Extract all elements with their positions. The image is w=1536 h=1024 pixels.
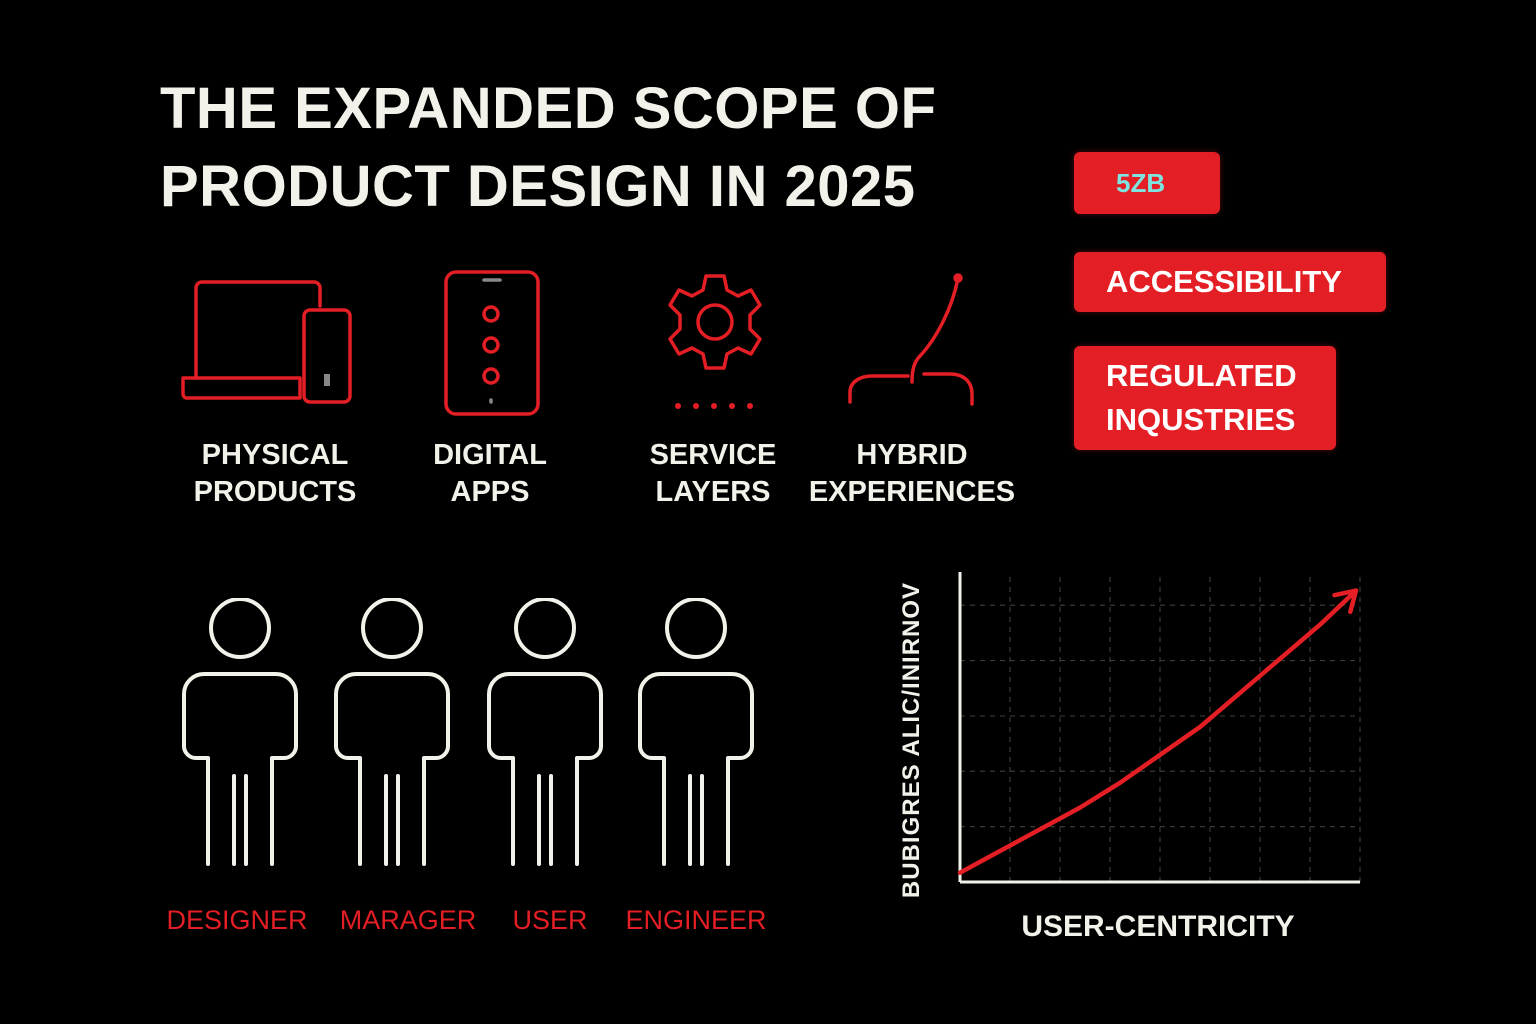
tag-regulated-line-1: REGULATED bbox=[1106, 358, 1297, 393]
person-icon bbox=[487, 598, 603, 866]
category-line-2: EXPERIENCES bbox=[808, 476, 1016, 508]
chart-y-axis-label: BUBIGRES ALIC/INIRNOV bbox=[898, 581, 925, 899]
tag-accessibility: ACCESSIBILITY bbox=[1074, 252, 1386, 312]
growth-line bbox=[957, 588, 1359, 875]
tag-regulated-industries: REGULATED INQUSTRIES bbox=[1074, 346, 1336, 450]
category-line-2: PRODUCTS bbox=[193, 476, 357, 508]
tag-5zb-label: 5ZB bbox=[1116, 167, 1166, 198]
gear-icon bbox=[668, 274, 762, 409]
category-physical-products: PHYSICAL PRODUCTS bbox=[155, 437, 395, 511]
title-line-1: THE EXPANDED SCOPE OF bbox=[160, 76, 937, 141]
title-line-2: PRODUCT DESIGN IN 2025 bbox=[160, 154, 916, 219]
category-line-1: SERVICE bbox=[649, 439, 777, 471]
category-line-2: APPS bbox=[450, 476, 530, 508]
arrow-head bbox=[1332, 588, 1359, 615]
category-service-layers: SERVICE LAYERS bbox=[593, 437, 833, 511]
tag-5zb: 5ZB bbox=[1074, 152, 1220, 214]
page-title: THE EXPANDED SCOPE OF PRODUCT DESIGN IN … bbox=[160, 70, 936, 226]
branch-icon bbox=[848, 273, 974, 406]
devices-icon bbox=[181, 280, 352, 404]
role-user: USER bbox=[512, 905, 588, 935]
growth-chart bbox=[957, 572, 1361, 884]
phone-icon bbox=[444, 270, 540, 416]
category-line-2: LAYERS bbox=[655, 476, 771, 508]
role-engineer: ENGINEER bbox=[625, 905, 767, 935]
chart-x-axis-label: USER-CENTRICITY bbox=[1021, 910, 1295, 943]
category-digital-apps: DIGITAL APPS bbox=[370, 437, 610, 511]
tag-accessibility-label: ACCESSIBILITY bbox=[1106, 264, 1342, 299]
person-icon bbox=[182, 598, 298, 866]
category-hybrid-experiences: HYBRID EXPERIENCES bbox=[792, 437, 1032, 511]
category-line-1: HYBRID bbox=[856, 439, 968, 471]
role-designer: DESIGNER bbox=[166, 905, 308, 935]
person-icon bbox=[334, 598, 450, 866]
category-line-1: PHYSICAL bbox=[201, 439, 349, 471]
role-manager: MARAGER bbox=[339, 905, 477, 935]
tag-regulated-line-2: INQUSTRIES bbox=[1106, 402, 1296, 437]
category-line-1: DIGITAL bbox=[433, 439, 547, 471]
person-icon bbox=[638, 598, 754, 866]
